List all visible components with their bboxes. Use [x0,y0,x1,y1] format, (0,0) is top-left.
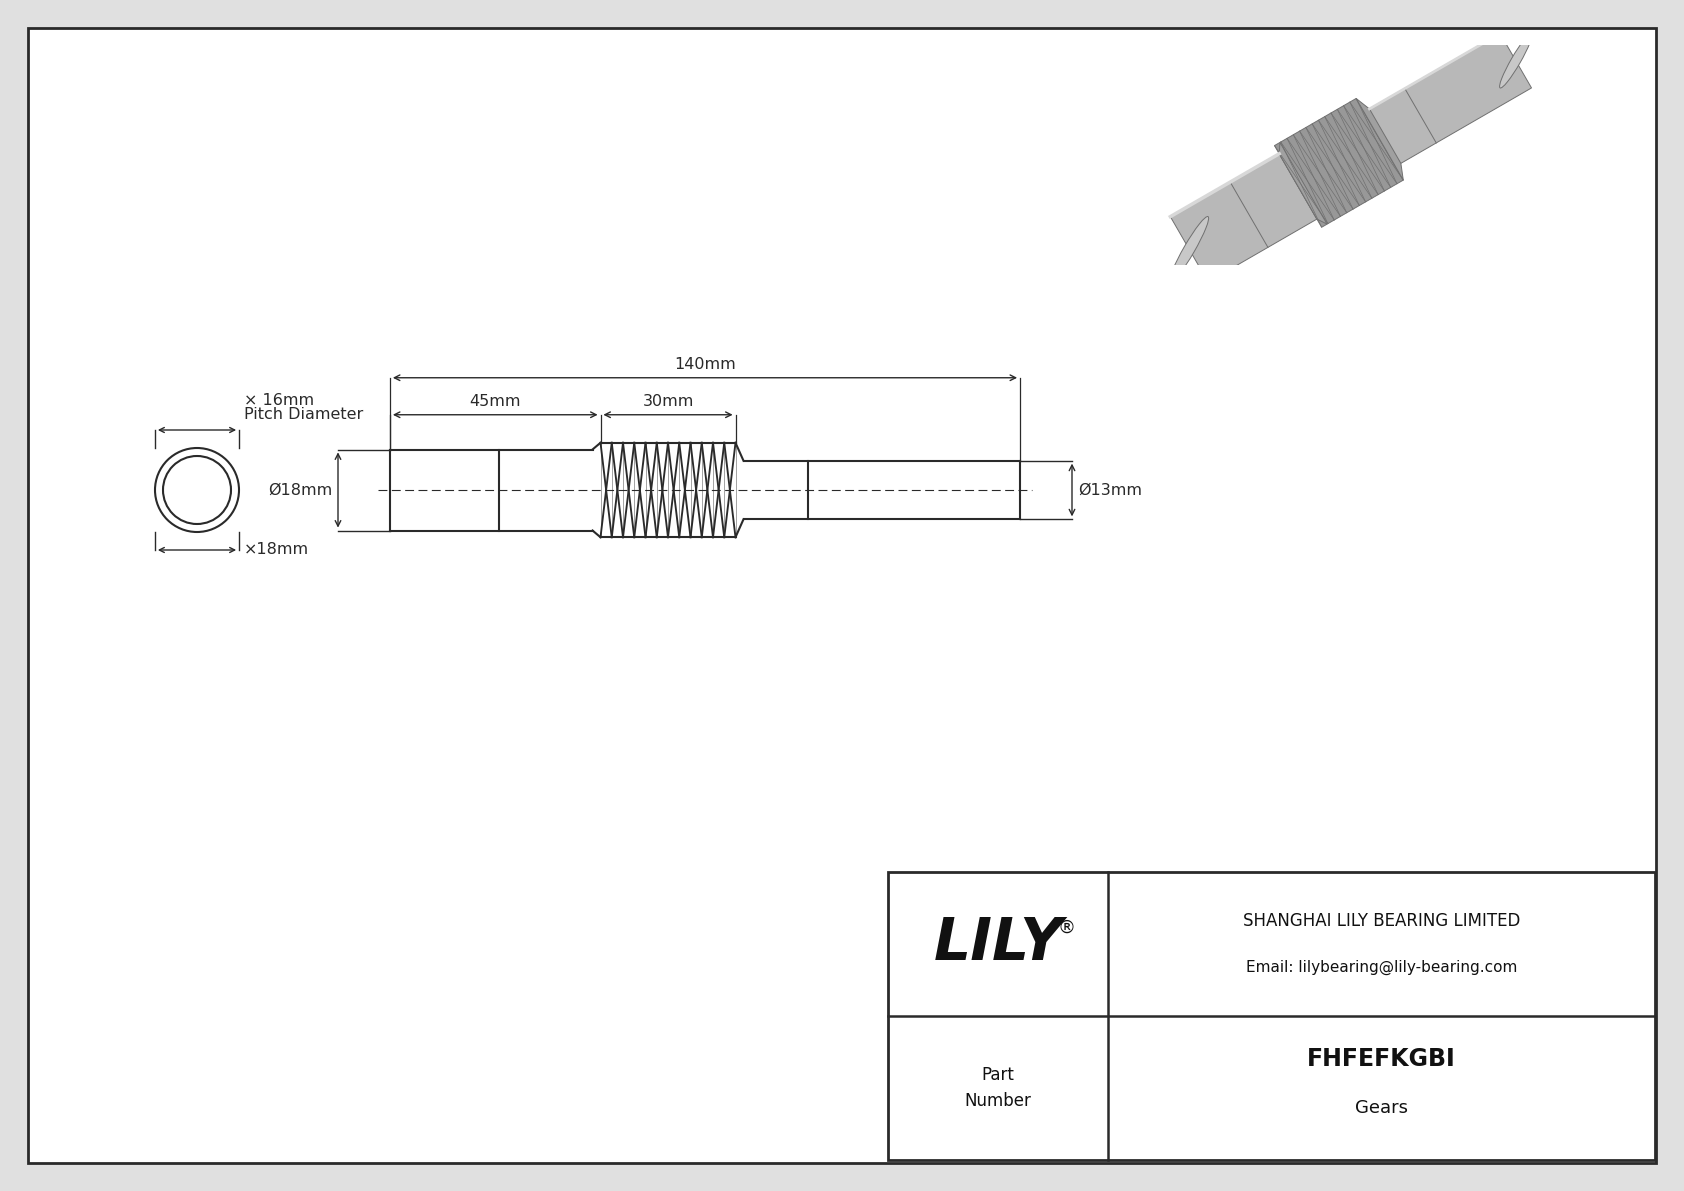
Text: 30mm: 30mm [642,394,694,409]
Text: Ø13mm: Ø13mm [1078,482,1142,498]
Text: Part
Number: Part Number [965,1066,1031,1110]
Text: Email: lilybearing@lily-bearing.com: Email: lilybearing@lily-bearing.com [1246,960,1517,974]
Text: ×18mm: ×18mm [244,542,310,557]
FancyBboxPatch shape [29,29,1655,1162]
Polygon shape [1170,154,1317,282]
Ellipse shape [1170,217,1209,282]
Polygon shape [1364,33,1531,167]
Text: SHANGHAI LILY BEARING LIMITED: SHANGHAI LILY BEARING LIMITED [1243,912,1521,930]
Ellipse shape [1499,33,1532,88]
FancyBboxPatch shape [887,872,1655,1160]
Text: FHFEFKGBI: FHFEFKGBI [1307,1047,1457,1071]
Text: LILY: LILY [933,916,1063,973]
Text: 45mm: 45mm [470,394,520,409]
Text: Ø18mm: Ø18mm [268,482,332,498]
Polygon shape [1356,99,1403,180]
Polygon shape [1275,99,1403,227]
Text: × 16mm: × 16mm [244,393,315,409]
Text: 140mm: 140mm [674,357,736,372]
Text: ®: ® [1058,919,1076,937]
Polygon shape [1280,143,1327,224]
Text: Pitch Diameter: Pitch Diameter [244,407,364,422]
Text: Gears: Gears [1356,1099,1408,1117]
